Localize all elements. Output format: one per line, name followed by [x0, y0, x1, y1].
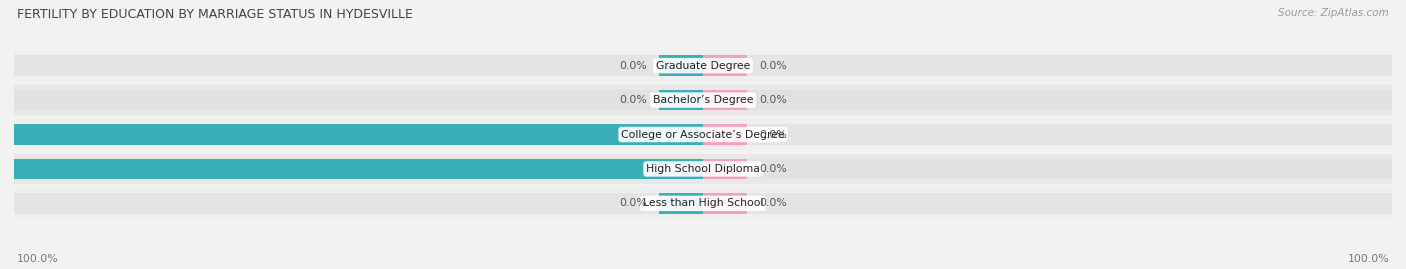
Bar [14, 85, 1392, 115]
Text: Bachelor’s Degree: Bachelor’s Degree [652, 95, 754, 105]
Text: High School Diploma: High School Diploma [647, 164, 759, 174]
Text: 0.0%: 0.0% [759, 198, 787, 208]
Text: 100.0%: 100.0% [17, 254, 59, 264]
Text: Graduate Degree: Graduate Degree [655, 61, 751, 71]
Text: 0.0%: 0.0% [619, 198, 647, 208]
Bar [14, 159, 703, 179]
Bar [14, 193, 703, 214]
Bar [703, 124, 1392, 145]
Bar [703, 55, 747, 76]
Text: 0.0%: 0.0% [759, 61, 787, 71]
Text: Source: ZipAtlas.com: Source: ZipAtlas.com [1278, 8, 1389, 18]
Text: 0.0%: 0.0% [619, 61, 647, 71]
Text: FERTILITY BY EDUCATION BY MARRIAGE STATUS IN HYDESVILLE: FERTILITY BY EDUCATION BY MARRIAGE STATU… [17, 8, 413, 21]
Bar [703, 55, 1392, 76]
Text: 0.0%: 0.0% [759, 129, 787, 140]
Text: Less than High School: Less than High School [643, 198, 763, 208]
Bar [703, 159, 747, 179]
Bar [14, 154, 1392, 184]
Text: 0.0%: 0.0% [759, 164, 787, 174]
Bar [659, 90, 703, 110]
Text: 100.0%: 100.0% [0, 129, 1, 140]
Text: 0.0%: 0.0% [619, 95, 647, 105]
Bar [14, 119, 1392, 150]
Bar [14, 124, 703, 145]
Bar [703, 159, 1392, 179]
Bar [703, 193, 1392, 214]
Bar [703, 124, 747, 145]
Bar [703, 193, 747, 214]
Bar [703, 90, 1392, 110]
Bar [14, 159, 703, 179]
Bar [14, 55, 703, 76]
Text: 0.0%: 0.0% [759, 95, 787, 105]
Text: 100.0%: 100.0% [0, 164, 1, 174]
Text: College or Associate’s Degree: College or Associate’s Degree [621, 129, 785, 140]
Bar [14, 90, 703, 110]
Bar [14, 124, 703, 145]
Bar [659, 55, 703, 76]
Bar [14, 188, 1392, 218]
Text: 100.0%: 100.0% [1347, 254, 1389, 264]
Bar [659, 193, 703, 214]
Bar [14, 51, 1392, 81]
Bar [703, 90, 747, 110]
